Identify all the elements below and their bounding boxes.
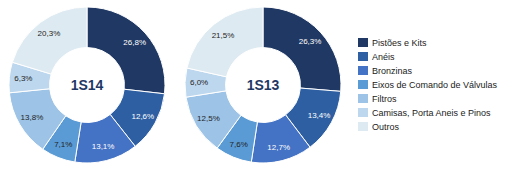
- donut-slice: [75, 114, 135, 163]
- data-label: 12,5%: [197, 114, 220, 123]
- legend-label: Pistões e Kits: [372, 38, 427, 48]
- data-label: 12,7%: [267, 143, 290, 152]
- legend-swatch: [358, 94, 368, 103]
- legend: Pistões e Kits Anéis Bronzinas Eixos de Com…: [358, 38, 498, 132]
- legend-label: Outros: [372, 122, 400, 132]
- center-label: 1S13: [247, 77, 280, 93]
- data-label: 26,8%: [123, 38, 146, 47]
- data-label: 20,3%: [38, 29, 61, 38]
- chart: 26,8% 12,6% 13,1% 7,1% 13,8% 6,3% 20,3% 1S14 26,…: [0, 0, 526, 170]
- data-label: 21,5%: [212, 31, 235, 40]
- data-label: 6,3%: [14, 74, 32, 83]
- donut: [185, 7, 341, 163]
- data-label: 13,8%: [21, 113, 44, 122]
- data-label: 7,1%: [54, 140, 72, 149]
- center-label: 1S14: [71, 77, 104, 93]
- data-label: 6,0%: [190, 78, 208, 87]
- data-label: 13,1%: [92, 142, 115, 151]
- legend-label: Filtros: [372, 94, 397, 104]
- donut-slice: [187, 7, 263, 77]
- legend-label: Camisas, Porta Aneis e Pinos: [372, 108, 491, 118]
- donut-slice: [12, 7, 87, 74]
- legend-label: Eixos de Comando de Válvulas: [372, 80, 498, 90]
- donut: [9, 7, 165, 163]
- legend-swatch: [358, 52, 368, 61]
- donut-slice: [251, 115, 310, 163]
- legend-swatch: [358, 66, 368, 75]
- legend-swatch: [358, 80, 368, 89]
- data-label: 13,4%: [308, 111, 331, 120]
- legend-swatch: [358, 38, 368, 47]
- data-label: 7,6%: [230, 140, 248, 149]
- legend-swatch: [358, 108, 368, 117]
- legend-label: Anéis: [372, 52, 395, 62]
- data-label: 12,6%: [132, 112, 155, 121]
- legend-label: Bronzinas: [372, 66, 413, 76]
- data-label: 26,3%: [299, 37, 322, 46]
- legend-swatch: [358, 122, 368, 131]
